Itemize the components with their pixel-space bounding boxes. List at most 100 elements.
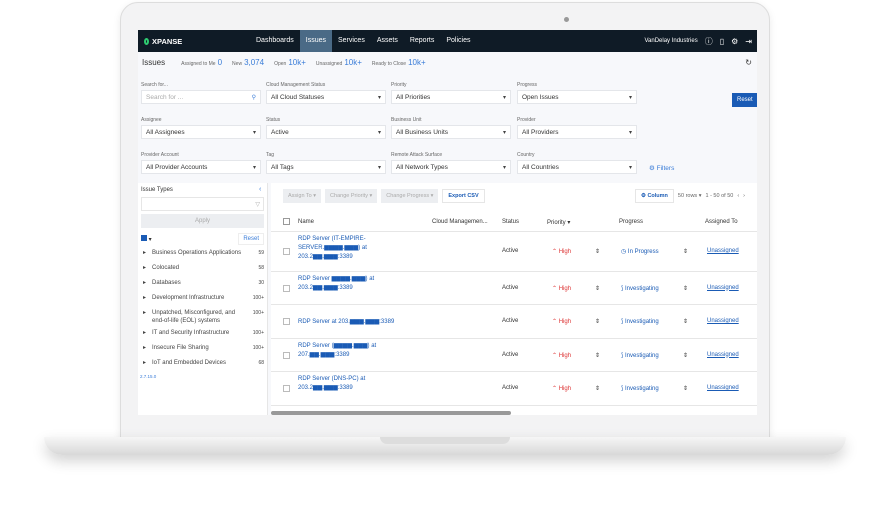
column-button[interactable]: ⚙ Column bbox=[634, 189, 674, 203]
assigned-to-link[interactable]: Unassigned bbox=[707, 318, 739, 324]
table-row[interactable]: RDP Server (IT-EMPIRE-SERVER.▆▆▆▆.▆▆▆) a… bbox=[271, 232, 757, 272]
next-page-icon[interactable]: › bbox=[743, 193, 745, 199]
business-unit-select[interactable]: All Business Units bbox=[391, 125, 511, 139]
sort-icon[interactable]: ⇕ bbox=[683, 386, 689, 392]
expand-icon[interactable]: ▸ bbox=[143, 280, 147, 286]
row-checkbox[interactable] bbox=[283, 351, 290, 359]
priority-cell[interactable]: ⌃ High bbox=[552, 352, 571, 359]
stat-ready-to-close[interactable]: Ready to Close 10k+ bbox=[372, 58, 426, 67]
progress-cell[interactable]: ⟆ Investigating bbox=[621, 385, 659, 392]
stat-unassigned[interactable]: Unassigned 10k+ bbox=[316, 58, 362, 67]
expand-icon[interactable]: ▸ bbox=[143, 360, 147, 366]
apply-button[interactable]: Apply bbox=[141, 214, 264, 228]
sort-icon[interactable]: ⇕ bbox=[595, 285, 601, 292]
issue-name-link[interactable]: RDP Server at 203.▆▆▆.▆▆▆:3389 bbox=[298, 318, 423, 327]
assigned-to-link[interactable]: Unassigned bbox=[707, 351, 739, 358]
document-icon[interactable]: ▯ bbox=[719, 36, 725, 46]
assignee-select[interactable]: All Assignees bbox=[141, 125, 261, 139]
issue-name-link[interactable]: RDP Server (IT-EMPIRE-SERVER.▆▆▆▆.▆▆▆) a… bbox=[298, 235, 423, 262]
network-type-select[interactable]: All Network Types bbox=[391, 160, 511, 174]
export-csv-button[interactable]: Export CSV bbox=[442, 189, 485, 203]
provider-account-select[interactable]: All Provider Accounts bbox=[141, 160, 261, 174]
nav-services[interactable]: Services bbox=[337, 37, 365, 44]
progress-select[interactable]: Open Issues bbox=[517, 90, 637, 104]
row-checkbox[interactable] bbox=[283, 248, 290, 255]
refresh-icon[interactable]: ↻ bbox=[745, 57, 752, 67]
col-progress[interactable]: Progress bbox=[619, 219, 644, 225]
org-name[interactable]: VanDelay Industries bbox=[644, 38, 698, 44]
nav-reports[interactable]: Reports bbox=[409, 37, 435, 44]
col-cloud-management[interactable]: Cloud Managemen... bbox=[432, 219, 488, 225]
sort-icon[interactable]: ⇕ bbox=[683, 319, 689, 325]
rows-per-page-select[interactable]: 50 rows ▾ bbox=[677, 193, 702, 199]
nav-dashboards[interactable]: Dashboards bbox=[256, 37, 294, 44]
table-row[interactable]: RDP Server (▆▆▆▆.▆▆▆) at 207.▆▆.▆▆▆:3389 … bbox=[271, 339, 757, 372]
stat-new[interactable]: New 3,074 bbox=[232, 58, 264, 67]
issue-name-link[interactable]: RDP Server (▆▆▆▆.▆▆▆) at 207.▆▆.▆▆▆:3389 bbox=[298, 342, 423, 360]
provider-select[interactable]: All Providers bbox=[517, 125, 637, 139]
sort-icon[interactable]: ⇕ bbox=[683, 285, 689, 292]
cloud-status-select[interactable]: All Cloud Statuses bbox=[266, 90, 386, 104]
col-priority[interactable]: Priority ▾ bbox=[547, 220, 571, 226]
assigned-to-link[interactable]: Unassigned bbox=[707, 284, 739, 291]
col-status[interactable]: Status bbox=[502, 219, 520, 225]
issue-type-item[interactable]: ▸ Unpatched, Misconfigured, and end-of-li… bbox=[138, 307, 267, 327]
sidebar-reset-button[interactable]: Reset bbox=[238, 233, 264, 245]
expand-icon[interactable]: ▸ bbox=[143, 250, 147, 256]
stat-assigned[interactable]: Assigned to Me 0 bbox=[181, 58, 222, 67]
tag-select[interactable]: All Tags bbox=[266, 160, 386, 174]
issue-name-link[interactable]: RDP Server ▆▆▆▆.▆▆▆) at 203.2▆▆.▆▆▆:3389 bbox=[298, 275, 423, 293]
reset-button[interactable]: Reset bbox=[732, 93, 757, 107]
progress-cell[interactable]: ⟆ Investigating bbox=[621, 285, 659, 292]
assigned-to-link[interactable]: Unassigned bbox=[707, 248, 739, 254]
row-checkbox[interactable] bbox=[283, 318, 290, 325]
change-priority-button[interactable]: Change Priority ▾ bbox=[325, 189, 378, 203]
sort-icon[interactable]: ⇕ bbox=[683, 249, 689, 255]
issue-type-item[interactable]: ▸ Insecure File Sharing 100+ bbox=[138, 342, 267, 357]
brand-logo[interactable]: XPANSE bbox=[144, 37, 244, 46]
progress-cell[interactable]: ⟆ Investigating bbox=[621, 318, 659, 325]
prev-page-icon[interactable]: ‹ bbox=[737, 193, 740, 199]
search-input[interactable]: Search for ... bbox=[141, 90, 261, 104]
issue-types-filter-input[interactable]: ▽ bbox=[141, 197, 264, 211]
row-checkbox[interactable] bbox=[283, 385, 290, 392]
assigned-to-link[interactable]: Unassigned bbox=[707, 385, 739, 391]
nav-policies[interactable]: Policies bbox=[446, 37, 471, 44]
stat-open[interactable]: Open 10k+ bbox=[274, 58, 306, 67]
change-progress-button[interactable]: Change Progress ▾ bbox=[381, 189, 439, 203]
issue-type-item[interactable]: ▸ IoT and Embedded Devices 68 bbox=[138, 357, 267, 372]
issue-name-link[interactable]: RDP Server (DNS-PC) at 203.2▆▆.▆▆▆:3389 bbox=[298, 375, 423, 393]
priority-cell[interactable]: ⌃ High bbox=[552, 248, 571, 255]
table-row[interactable]: RDP Server at 203.▆▆▆.▆▆▆:3389 Active ⌃ … bbox=[271, 305, 757, 339]
issue-type-item[interactable]: ▸ Business Operations Applications 59 bbox=[138, 247, 267, 262]
priority-cell[interactable]: ⌃ High bbox=[552, 285, 571, 292]
country-select[interactable]: All Countries bbox=[517, 160, 637, 174]
sort-icon[interactable]: ⇕ bbox=[595, 249, 601, 255]
expand-icon[interactable]: ▸ bbox=[143, 345, 147, 351]
assign-to-button[interactable]: Assign To ▾ bbox=[283, 189, 322, 203]
row-checkbox[interactable] bbox=[283, 284, 290, 292]
progress-cell[interactable]: ⟆ Investigating bbox=[621, 352, 659, 359]
nav-issues[interactable]: Issues bbox=[299, 30, 332, 52]
priority-cell[interactable]: ⌃ High bbox=[552, 385, 571, 392]
expand-icon[interactable]: ▸ bbox=[143, 265, 147, 271]
progress-cell[interactable]: ◷ In Progress bbox=[621, 248, 659, 255]
nav-assets[interactable]: Assets bbox=[376, 37, 398, 44]
table-row[interactable]: RDP Server ▆▆▆▆.▆▆▆) at 203.2▆▆.▆▆▆:3389 … bbox=[271, 272, 757, 305]
logout-icon[interactable]: ⇥ bbox=[745, 36, 752, 46]
sort-icon[interactable]: ⇕ bbox=[595, 386, 601, 392]
sort-icon[interactable]: ⇕ bbox=[683, 352, 689, 359]
gear-icon[interactable]: ⚙ bbox=[731, 36, 739, 46]
sort-icon[interactable]: ⇕ bbox=[595, 319, 601, 325]
sort-icon[interactable]: ⇕ bbox=[595, 352, 601, 359]
horizontal-scrollbar[interactable] bbox=[271, 411, 511, 415]
col-name[interactable]: Name bbox=[298, 219, 315, 225]
help-icon[interactable]: ⓘ bbox=[704, 36, 713, 46]
issue-type-item[interactable]: ▸ Development Infrastructure 100+ bbox=[138, 292, 267, 307]
select-all-rows-checkbox[interactable] bbox=[283, 218, 290, 225]
table-row[interactable]: RDP Server (DNS-PC) at 203.2▆▆.▆▆▆:3389 A… bbox=[271, 372, 757, 406]
expand-icon[interactable]: ▸ bbox=[143, 330, 147, 336]
col-assigned-to[interactable]: Assigned To bbox=[705, 219, 738, 225]
issue-type-item[interactable]: ▸ IT and Security Infrastructure 100+ bbox=[138, 327, 267, 342]
priority-select[interactable]: All Priorities bbox=[391, 90, 511, 104]
